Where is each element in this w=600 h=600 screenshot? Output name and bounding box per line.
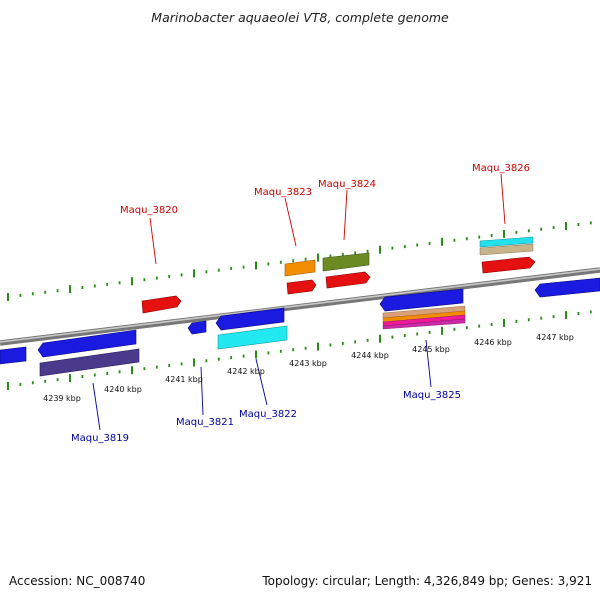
feature-maqu-3825-gene[interactable] [379,288,464,312]
feature-maqu-3824-cds[interactable] [322,252,370,272]
upper-tick-row [7,221,592,301]
genome-stats-label: Topology: circular; Length: 4,326,849 bp… [262,574,592,588]
lower-tick-row [7,310,592,390]
feature-maqu-3823-cds[interactable] [284,259,316,277]
gene-labels: Maqu_3819 Maqu_3820 Maqu_3821 Maqu_3822 … [71,163,530,444]
gene-label-maqu-3824[interactable]: Maqu_3824 [318,179,376,190]
tick-label-4241: 4241 kbp [165,375,203,384]
tick-label-4246: 4246 kbp [474,338,512,347]
feature-maqu-3823-gene[interactable] [286,279,317,295]
tick-label-4245: 4245 kbp [412,345,450,354]
tick-labels: 4239 kbp 4240 kbp 4241 kbp 4242 kbp 4243… [43,333,574,403]
tick-label-4240: 4240 kbp [104,385,142,394]
gene-label-maqu-3823[interactable]: Maqu_3823 [254,187,312,198]
gene-label-maqu-3821[interactable]: Maqu_3821 [176,417,234,428]
map-title: Marinobacter aquaeolei VT8, complete gen… [151,10,449,25]
feature-left-edge[interactable] [0,346,27,365]
gene-label-maqu-3822[interactable]: Maqu_3822 [239,409,297,420]
genome-backbone [0,267,600,346]
gene-label-maqu-3819[interactable]: Maqu_3819 [71,433,129,444]
gene-label-maqu-3826[interactable]: Maqu_3826 [472,163,530,174]
feature-maqu-3826-cds-2[interactable] [479,243,534,256]
accession-label: Accession: NC_008740 [9,574,146,588]
gene-label-maqu-3820[interactable]: Maqu_3820 [120,205,178,216]
feature-maqu-3826-cds-1[interactable] [479,236,534,248]
tick-label-4242: 4242 kbp [227,367,265,376]
tick-label-4247: 4247 kbp [536,333,574,342]
feature-maqu-3822-gene[interactable] [215,307,285,331]
leader-lines [92,173,506,431]
feature-maqu-3819-gene[interactable] [37,329,137,358]
tick-label-4239: 4239 kbp [43,394,81,403]
feature-maqu-3825-cds-4[interactable] [382,318,466,330]
tick-label-4244: 4244 kbp [351,351,389,360]
gene-label-maqu-3825[interactable]: Maqu_3825 [403,390,461,401]
genome-backbone-highlight [0,268,600,343]
feature-maqu-3824-gene[interactable] [325,271,371,289]
feature-maqu-3820[interactable] [141,295,182,314]
feature-maqu-3819-cds[interactable] [39,348,140,377]
feature-right-edge[interactable] [534,277,600,298]
feature-maqu-3821[interactable] [187,320,207,335]
tick-label-4243: 4243 kbp [289,359,327,368]
feature-maqu-3822-cds[interactable] [217,325,288,350]
feature-maqu-3826-gene[interactable] [481,256,536,274]
